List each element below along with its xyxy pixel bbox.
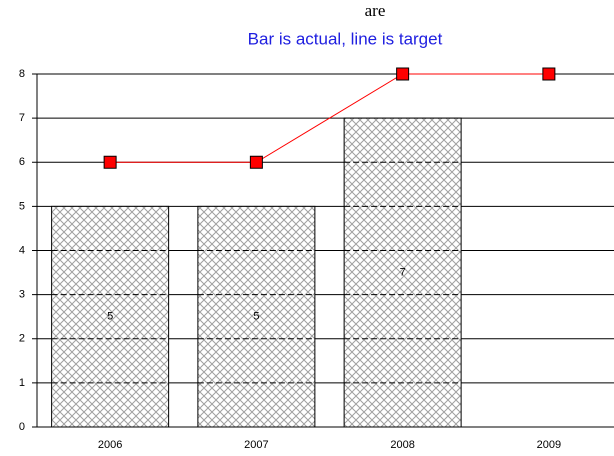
annotation: are: [365, 1, 386, 20]
x-tick-label: 2008: [390, 439, 414, 451]
y-tick-label: 6: [19, 156, 25, 168]
y-tick-label: 4: [19, 244, 25, 256]
y-tick-label: 2: [19, 333, 25, 345]
y-tick-label: 3: [19, 289, 25, 301]
y-tick-label: 0: [19, 421, 25, 433]
data-label: 5: [253, 311, 259, 323]
y-tick-label: 8: [19, 68, 25, 80]
bar: [51, 205, 170, 428]
x-tick-label: 2006: [98, 439, 122, 451]
bar: [343, 117, 462, 428]
chart-title: Bar is actual, line is target: [248, 29, 443, 48]
x-tick-label: 2007: [244, 439, 268, 451]
x-tick-label: 2009: [537, 439, 561, 451]
line: [110, 73, 549, 163]
data-label: 5: [107, 311, 113, 323]
point: [103, 155, 117, 169]
data-label: 7: [400, 266, 406, 278]
y-tick-label: 1: [19, 377, 25, 389]
bar: [197, 205, 316, 428]
y-tick-label: 5: [19, 200, 25, 212]
y-tick-label: 7: [19, 112, 25, 124]
point: [542, 67, 556, 81]
point: [249, 155, 263, 169]
point: [396, 67, 410, 81]
